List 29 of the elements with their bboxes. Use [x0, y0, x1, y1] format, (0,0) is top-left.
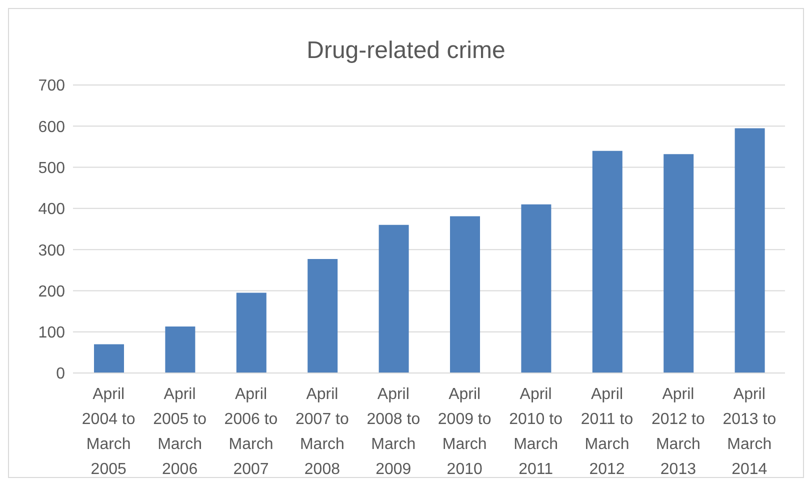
bar — [378, 224, 409, 373]
bar — [450, 216, 480, 373]
bar — [734, 128, 765, 373]
x-tick-label: April 2013 to March 2014 — [722, 386, 776, 478]
chart-title: Drug-related crime — [306, 37, 506, 65]
x-tick-label: April 2006 to March 2007 — [224, 386, 278, 478]
x-tick-label: April 2009 to March 2010 — [438, 386, 492, 478]
bar — [165, 326, 196, 373]
y-tick-label: 0 — [56, 366, 66, 383]
y-tick-label: 300 — [38, 242, 66, 260]
y-tick-label: 600 — [38, 118, 66, 136]
x-tick-label: April 2005 to March 2006 — [153, 386, 207, 478]
y-tick-label: 500 — [38, 160, 66, 177]
bar — [94, 344, 124, 373]
bar — [308, 259, 338, 373]
bar — [592, 150, 622, 373]
x-tick-label: April 2011 to March 2012 — [580, 386, 634, 478]
bar — [236, 292, 266, 373]
bar — [521, 204, 552, 373]
x-tick-label: April 2007 to March 2008 — [296, 386, 349, 478]
y-tick-label: 100 — [38, 324, 66, 342]
x-tick-label: April 2010 to March 2011 — [509, 386, 563, 478]
x-tick-label: April 2008 to March 2009 — [366, 386, 420, 478]
x-tick-label: April 2012 to March 2013 — [652, 386, 705, 478]
y-tick-label: 400 — [38, 201, 66, 218]
y-tick-label: 200 — [38, 283, 66, 300]
bar — [664, 154, 694, 373]
y-tick-label: 700 — [38, 78, 66, 95]
x-tick-label: April 2004 to March 2005 — [82, 386, 136, 478]
